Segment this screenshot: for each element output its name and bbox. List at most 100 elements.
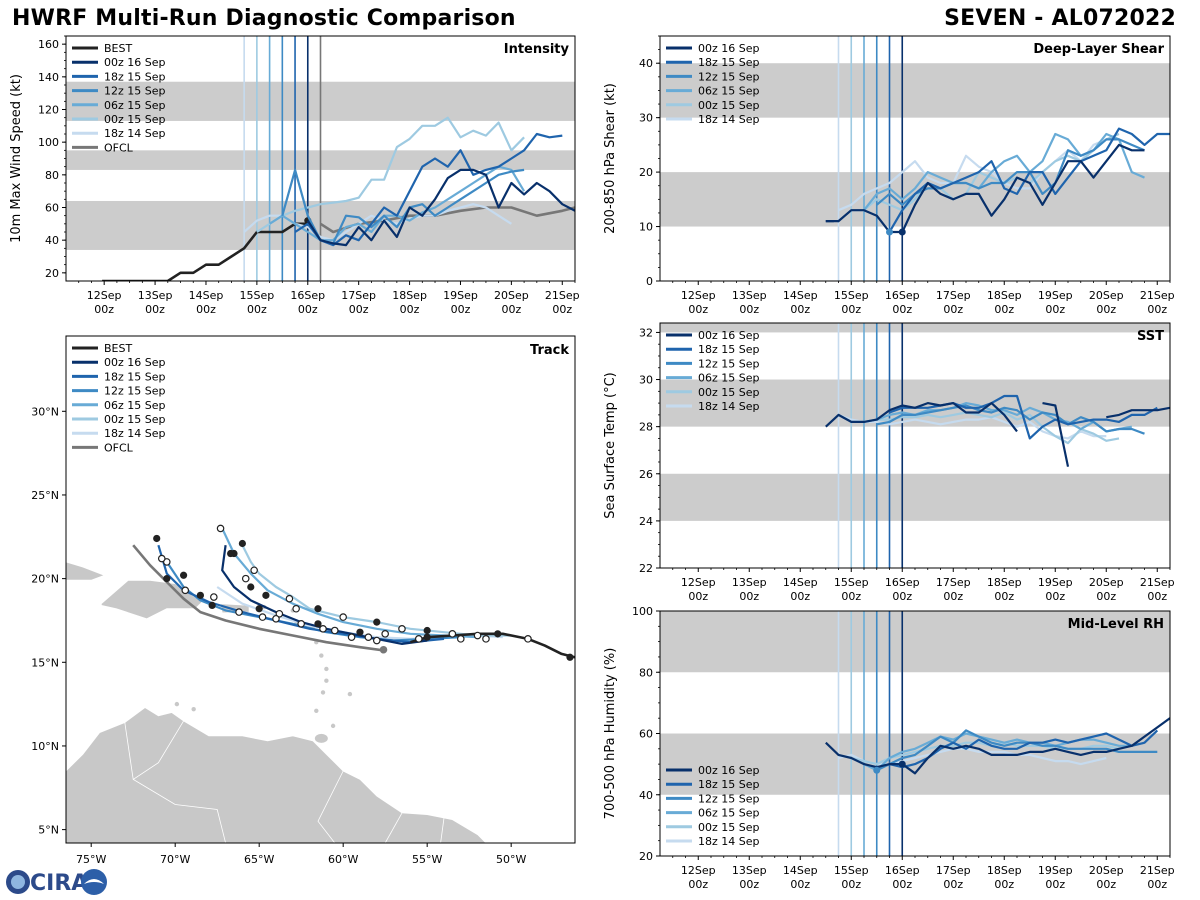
y-tick-label: 22 <box>639 562 653 575</box>
series-line-18z-15-Sep <box>889 394 1158 440</box>
track-marker-12z <box>272 614 280 623</box>
x-tick-label-date: 19Sep <box>1038 289 1073 302</box>
y-tick-label: 30 <box>639 374 653 387</box>
x-tick-label-date: 18Sep <box>987 864 1022 877</box>
x-tick-label-date: 12Sep <box>681 864 716 877</box>
x-tick-label-date: 18Sep <box>987 289 1022 302</box>
storm-id-title: SEVEN - AL072022 <box>944 6 1176 31</box>
lon-tick-label: 50°W <box>496 853 526 866</box>
x-tick-label-date: 14Sep <box>189 289 224 302</box>
legend-entry: 12z 15 Sep <box>698 70 760 83</box>
x-tick-label-date: 16Sep <box>885 576 920 589</box>
track-marker-12z <box>235 608 243 616</box>
cira-logo: CIRA <box>6 869 107 896</box>
series-line-BEST <box>102 222 308 281</box>
panel-rh: 2040608010012Sep00z13Sep00z14Sep00z15Sep… <box>603 605 1175 891</box>
country-border <box>440 817 445 843</box>
track-marker-00z <box>196 591 204 599</box>
x-tick-label-date: 17Sep <box>936 289 971 302</box>
series-line-00z-16-Sep <box>825 717 1170 775</box>
panel-track: 75°W 70°W 65°W 60°W 55°W 50°W 5°N 10°N 15°N 20°N 2… <box>31 335 576 866</box>
y-tick-label: 32 <box>639 326 653 339</box>
lat-tick-label: 15°N <box>31 656 59 669</box>
track-marker-12z <box>319 625 327 633</box>
land-island <box>174 701 180 707</box>
track-marker-12z <box>456 635 465 643</box>
x-tick-label-hour: 00z <box>1045 590 1065 603</box>
x-tick-label-hour: 00z <box>1045 878 1065 891</box>
legend-entry: 18z 15 Sep <box>698 56 760 69</box>
track-marker-12z <box>448 630 457 638</box>
legend-entry: 06z 15 Sep <box>698 372 760 385</box>
track-marker-00z <box>179 571 188 579</box>
y-tick-label: 24 <box>639 515 653 528</box>
panel-title: Mid-Level RH <box>1068 617 1164 632</box>
x-tick-label-date: 15Sep <box>834 289 869 302</box>
track-marker-00z <box>255 605 263 613</box>
track-marker-12z <box>181 586 190 595</box>
lon-tick-label: 70°W <box>160 853 190 866</box>
plot-area-intensity <box>66 36 575 281</box>
series-line-00z-16-Sep <box>306 168 575 247</box>
track-marker-12z <box>250 566 258 575</box>
track-marker-00z <box>356 628 364 636</box>
x-tick-label-date: 17Sep <box>341 289 376 302</box>
country-border <box>124 722 226 843</box>
legend-entry: 18z 14 Sep <box>104 127 166 140</box>
x-tick-label-hour: 00z <box>400 303 420 316</box>
track-marker-12z <box>414 635 423 643</box>
x-tick-label-date: 20Sep <box>494 289 529 302</box>
x-tick-label-hour: 00z <box>943 590 963 603</box>
figure-title: HWRF Multi-Run Diagnostic Comparison <box>12 6 516 31</box>
x-tick-label-date: 12Sep <box>87 289 122 302</box>
x-tick-label-hour: 00z <box>943 303 963 316</box>
x-tick-label-hour: 00z <box>841 878 861 891</box>
y-tick-label: 10 <box>639 221 653 234</box>
y-axis-label: 700-500 hPa Humidity (%) <box>603 648 618 820</box>
track-line-06z-15-Sep <box>221 527 478 639</box>
y-axis-label: 200-850 hPa Shear (kt) <box>603 83 618 234</box>
series-marker <box>873 766 881 774</box>
panel-title: SST <box>1137 329 1164 344</box>
series-line-12z-15-Sep <box>876 138 1145 206</box>
land-cuba <box>66 561 107 581</box>
legend-entry: 00z 16 Sep <box>104 356 166 369</box>
x-tick-label-date: 20Sep <box>1089 864 1124 877</box>
track-line-OFCL <box>132 544 386 652</box>
legend-entry: 00z 15 Sep <box>698 99 760 112</box>
legend-entry: 06z 15 Sep <box>104 99 166 112</box>
y-tick-label: 20 <box>45 267 59 280</box>
legend-entry: 00z 16 Sep <box>698 42 760 55</box>
track-marker-00z <box>423 626 431 635</box>
threshold-band <box>660 611 1170 673</box>
legend-entry: 12z 15 Sep <box>698 357 760 370</box>
best-track-marker <box>524 635 532 643</box>
track-marker-12z <box>347 633 356 641</box>
legend-entry: 12z 15 Sep <box>104 85 166 98</box>
threshold-band <box>660 63 1170 118</box>
land-island <box>330 723 336 729</box>
x-tick-label-hour: 00z <box>552 303 572 316</box>
y-tick-label: 40 <box>45 234 59 247</box>
plot-area-sst <box>660 323 1170 568</box>
track-marker-00z <box>373 618 381 626</box>
x-tick-label-hour: 00z <box>94 303 114 316</box>
track-marker-12z <box>330 626 339 635</box>
x-tick-label-hour: 00z <box>688 303 708 316</box>
legend-entry: OFCL <box>104 441 134 454</box>
x-tick-label-date: 13Sep <box>732 289 767 302</box>
track-marker-00z <box>153 534 161 543</box>
series-line-00z-15-Sep <box>851 132 1120 212</box>
track-marker-12z <box>258 613 267 621</box>
y-tick-label: 140 <box>38 71 59 84</box>
track-marker-12z <box>372 636 381 645</box>
x-tick-label-hour: 00z <box>501 303 521 316</box>
track-marker-12z <box>482 635 490 643</box>
track-marker-12z <box>292 604 300 613</box>
track-marker-00z <box>314 620 322 628</box>
y-tick-label: 26 <box>639 468 653 481</box>
x-tick-label-hour: 00z <box>1096 590 1116 603</box>
x-tick-label-hour: 00z <box>247 303 267 316</box>
track-marker-00z <box>314 605 322 613</box>
panel-title: Intensity <box>504 42 570 57</box>
